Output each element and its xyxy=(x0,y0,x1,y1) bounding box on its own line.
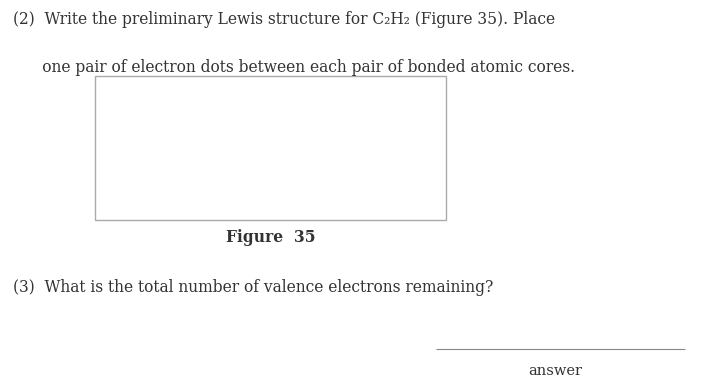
Text: one pair of electron dots between each pair of bonded atomic cores.: one pair of electron dots between each p… xyxy=(13,59,575,76)
Bar xyxy=(95,76,446,220)
Text: (2)  Write the preliminary Lewis structure for C₂H₂ (Figure 35). Place: (2) Write the preliminary Lewis structur… xyxy=(13,11,555,28)
Text: Figure  35: Figure 35 xyxy=(226,229,316,246)
Text: (3)  What is the total number of valence electrons remaining?: (3) What is the total number of valence … xyxy=(13,279,493,296)
Text: answer: answer xyxy=(529,364,582,378)
